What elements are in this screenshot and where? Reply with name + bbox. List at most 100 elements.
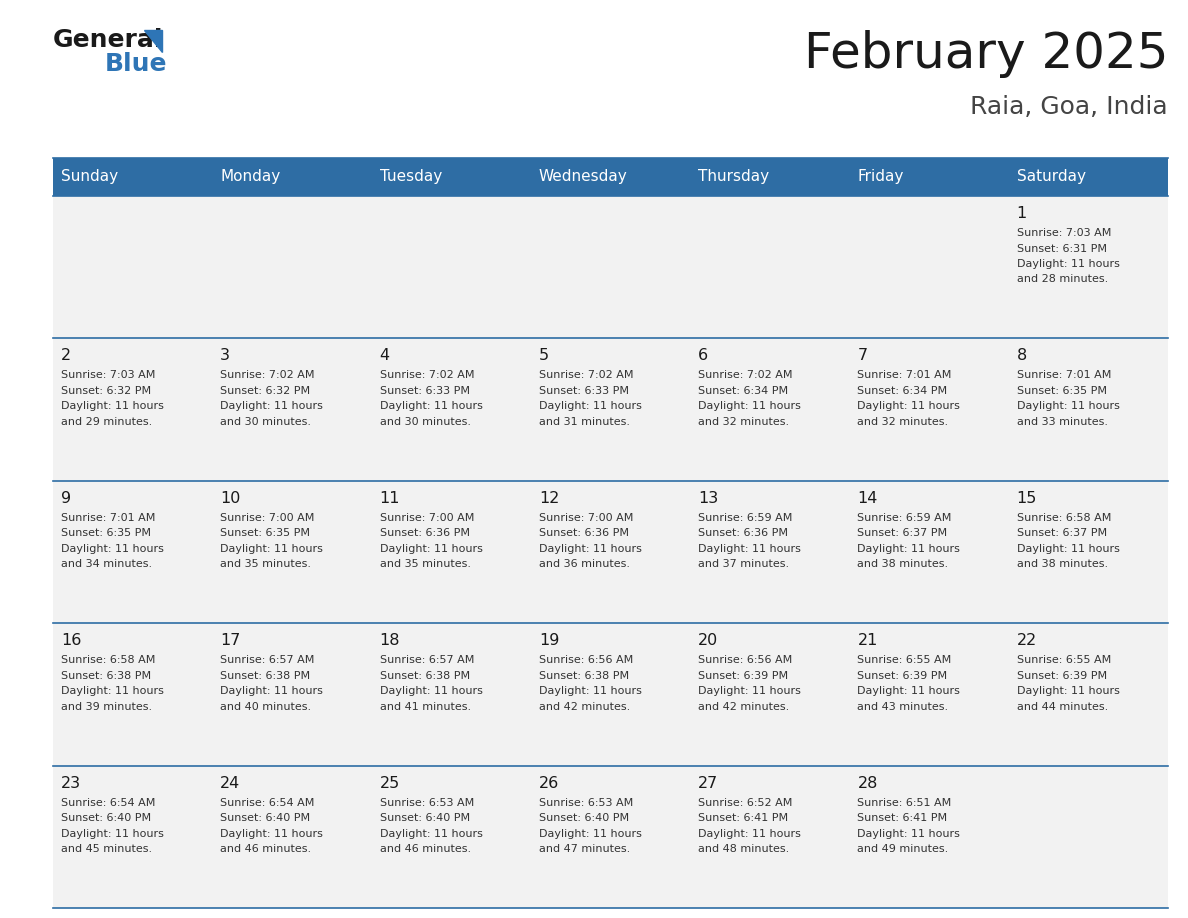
Text: Daylight: 11 hours: Daylight: 11 hours	[539, 686, 642, 696]
Text: Sunset: 6:32 PM: Sunset: 6:32 PM	[61, 386, 151, 396]
Text: Daylight: 11 hours: Daylight: 11 hours	[1017, 259, 1119, 269]
Text: and 46 minutes.: and 46 minutes.	[380, 844, 470, 854]
Text: Sunrise: 7:00 AM: Sunrise: 7:00 AM	[220, 513, 315, 522]
Bar	[53, 481, 1168, 623]
Text: and 31 minutes.: and 31 minutes.	[539, 417, 630, 427]
Text: 25: 25	[380, 776, 400, 790]
Text: 23: 23	[61, 776, 81, 790]
Text: Friday: Friday	[858, 170, 904, 185]
Text: Daylight: 11 hours: Daylight: 11 hours	[380, 401, 482, 411]
Text: Sunrise: 7:03 AM: Sunrise: 7:03 AM	[61, 370, 156, 380]
Text: Sunrise: 7:02 AM: Sunrise: 7:02 AM	[699, 370, 792, 380]
Text: Wednesday: Wednesday	[539, 170, 627, 185]
Text: and 42 minutes.: and 42 minutes.	[539, 701, 630, 711]
Text: 3: 3	[220, 349, 230, 364]
Text: and 29 minutes.: and 29 minutes.	[61, 417, 152, 427]
Text: Daylight: 11 hours: Daylight: 11 hours	[858, 401, 960, 411]
Text: Sunrise: 7:00 AM: Sunrise: 7:00 AM	[539, 513, 633, 522]
Text: 17: 17	[220, 633, 241, 648]
Text: and 47 minutes.: and 47 minutes.	[539, 844, 630, 854]
Text: 13: 13	[699, 491, 719, 506]
Text: and 44 minutes.: and 44 minutes.	[1017, 701, 1108, 711]
Text: Sunday: Sunday	[61, 170, 118, 185]
Text: Daylight: 11 hours: Daylight: 11 hours	[699, 686, 801, 696]
Text: Sunset: 6:40 PM: Sunset: 6:40 PM	[220, 813, 310, 823]
Text: Sunrise: 6:56 AM: Sunrise: 6:56 AM	[699, 655, 792, 666]
Text: Blue: Blue	[105, 52, 168, 76]
Text: Sunrise: 6:55 AM: Sunrise: 6:55 AM	[1017, 655, 1111, 666]
Text: Sunset: 6:40 PM: Sunset: 6:40 PM	[61, 813, 151, 823]
Text: Daylight: 11 hours: Daylight: 11 hours	[380, 543, 482, 554]
Text: and 39 minutes.: and 39 minutes.	[61, 701, 152, 711]
Text: Daylight: 11 hours: Daylight: 11 hours	[539, 829, 642, 839]
Text: 11: 11	[380, 491, 400, 506]
Text: Saturday: Saturday	[1017, 170, 1086, 185]
Text: Daylight: 11 hours: Daylight: 11 hours	[539, 401, 642, 411]
Text: Sunset: 6:31 PM: Sunset: 6:31 PM	[1017, 243, 1107, 253]
Text: Sunset: 6:41 PM: Sunset: 6:41 PM	[858, 813, 948, 823]
Text: Daylight: 11 hours: Daylight: 11 hours	[1017, 543, 1119, 554]
Text: Sunset: 6:39 PM: Sunset: 6:39 PM	[1017, 671, 1107, 681]
Text: Sunrise: 6:51 AM: Sunrise: 6:51 AM	[858, 798, 952, 808]
Text: Sunset: 6:37 PM: Sunset: 6:37 PM	[858, 528, 948, 538]
Text: Tuesday: Tuesday	[380, 170, 442, 185]
Text: Sunrise: 6:58 AM: Sunrise: 6:58 AM	[61, 655, 156, 666]
Text: 28: 28	[858, 776, 878, 790]
Text: and 36 minutes.: and 36 minutes.	[539, 559, 630, 569]
Text: 7: 7	[858, 349, 867, 364]
Text: Sunrise: 7:01 AM: Sunrise: 7:01 AM	[1017, 370, 1111, 380]
Text: 6: 6	[699, 349, 708, 364]
Text: Sunset: 6:34 PM: Sunset: 6:34 PM	[858, 386, 948, 396]
Text: Daylight: 11 hours: Daylight: 11 hours	[699, 401, 801, 411]
Text: 9: 9	[61, 491, 71, 506]
Text: Raia, Goa, India: Raia, Goa, India	[971, 95, 1168, 119]
Text: 1: 1	[1017, 206, 1026, 221]
Text: 12: 12	[539, 491, 560, 506]
Text: Daylight: 11 hours: Daylight: 11 hours	[858, 829, 960, 839]
Text: Sunset: 6:32 PM: Sunset: 6:32 PM	[220, 386, 310, 396]
Bar	[53, 766, 1168, 908]
Text: Sunrise: 6:54 AM: Sunrise: 6:54 AM	[61, 798, 156, 808]
Text: Sunrise: 7:02 AM: Sunrise: 7:02 AM	[220, 370, 315, 380]
Text: Sunset: 6:36 PM: Sunset: 6:36 PM	[380, 528, 469, 538]
Text: 2: 2	[61, 349, 71, 364]
Text: and 43 minutes.: and 43 minutes.	[858, 701, 948, 711]
Text: 27: 27	[699, 776, 719, 790]
Text: and 37 minutes.: and 37 minutes.	[699, 559, 789, 569]
Text: Sunrise: 7:00 AM: Sunrise: 7:00 AM	[380, 513, 474, 522]
Text: Daylight: 11 hours: Daylight: 11 hours	[220, 401, 323, 411]
Text: Sunrise: 6:55 AM: Sunrise: 6:55 AM	[858, 655, 952, 666]
Text: Daylight: 11 hours: Daylight: 11 hours	[380, 686, 482, 696]
Text: and 32 minutes.: and 32 minutes.	[699, 417, 789, 427]
Text: Sunrise: 6:56 AM: Sunrise: 6:56 AM	[539, 655, 633, 666]
Text: Sunrise: 6:57 AM: Sunrise: 6:57 AM	[220, 655, 315, 666]
Text: and 34 minutes.: and 34 minutes.	[61, 559, 152, 569]
Text: Daylight: 11 hours: Daylight: 11 hours	[1017, 401, 1119, 411]
Text: Daylight: 11 hours: Daylight: 11 hours	[699, 543, 801, 554]
Text: 20: 20	[699, 633, 719, 648]
Text: 14: 14	[858, 491, 878, 506]
Text: Daylight: 11 hours: Daylight: 11 hours	[61, 543, 164, 554]
Text: Daylight: 11 hours: Daylight: 11 hours	[858, 686, 960, 696]
Text: Sunrise: 6:53 AM: Sunrise: 6:53 AM	[380, 798, 474, 808]
Text: Sunset: 6:41 PM: Sunset: 6:41 PM	[699, 813, 789, 823]
Text: 5: 5	[539, 349, 549, 364]
Text: and 30 minutes.: and 30 minutes.	[220, 417, 311, 427]
Text: Sunset: 6:40 PM: Sunset: 6:40 PM	[539, 813, 628, 823]
Text: and 38 minutes.: and 38 minutes.	[858, 559, 948, 569]
Text: and 35 minutes.: and 35 minutes.	[380, 559, 470, 569]
Text: Sunset: 6:36 PM: Sunset: 6:36 PM	[539, 528, 628, 538]
Text: and 49 minutes.: and 49 minutes.	[858, 844, 949, 854]
Text: and 46 minutes.: and 46 minutes.	[220, 844, 311, 854]
Text: Sunrise: 7:02 AM: Sunrise: 7:02 AM	[380, 370, 474, 380]
Text: Daylight: 11 hours: Daylight: 11 hours	[61, 829, 164, 839]
Text: Sunset: 6:38 PM: Sunset: 6:38 PM	[539, 671, 628, 681]
Bar	[53, 158, 1168, 196]
Text: Sunrise: 6:58 AM: Sunrise: 6:58 AM	[1017, 513, 1111, 522]
Text: Sunrise: 6:59 AM: Sunrise: 6:59 AM	[699, 513, 792, 522]
Text: and 38 minutes.: and 38 minutes.	[1017, 559, 1108, 569]
Text: Sunset: 6:39 PM: Sunset: 6:39 PM	[858, 671, 948, 681]
Text: Daylight: 11 hours: Daylight: 11 hours	[220, 829, 323, 839]
Text: Sunset: 6:35 PM: Sunset: 6:35 PM	[220, 528, 310, 538]
Text: Sunrise: 6:57 AM: Sunrise: 6:57 AM	[380, 655, 474, 666]
